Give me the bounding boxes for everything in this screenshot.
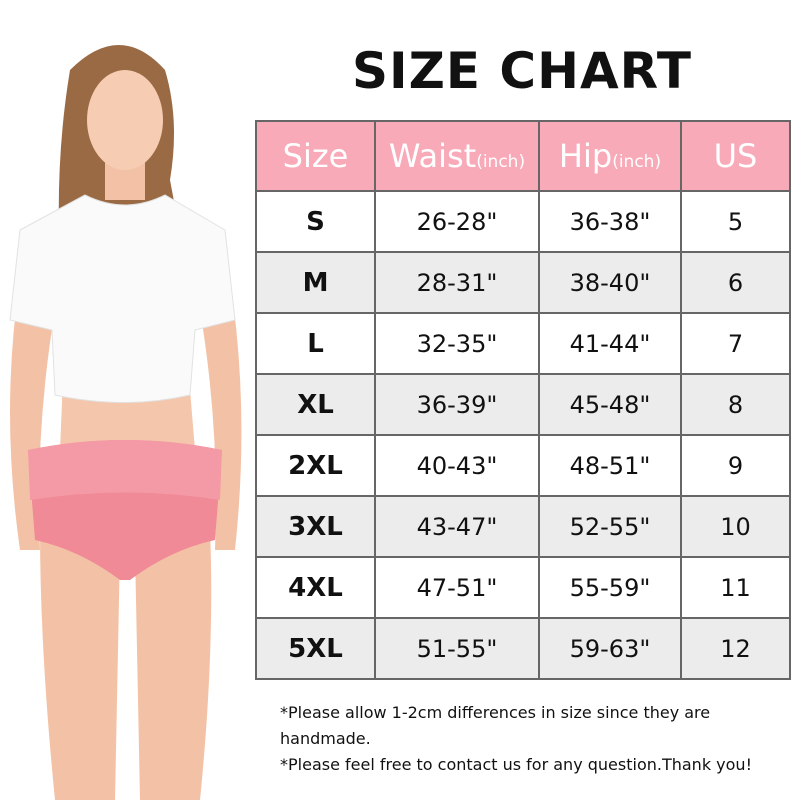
waistband xyxy=(28,440,222,500)
us-cell: 9 xyxy=(680,434,791,497)
us-cell: 10 xyxy=(680,495,791,558)
header-row: Size Waist(inch) Hip(inch) US xyxy=(255,120,791,192)
size-cell: 2XL xyxy=(255,434,376,497)
header-label: Size xyxy=(282,137,349,175)
table-row: 4XL 47-51" 55-59" 11 xyxy=(255,556,791,619)
us-cell: 7 xyxy=(680,312,791,375)
us-cell: 6 xyxy=(680,251,791,314)
us-cell: 5 xyxy=(680,190,791,253)
header-us: US xyxy=(680,120,791,192)
table-row: M 28-31" 38-40" 6 xyxy=(255,251,791,314)
hip-cell: 48-51" xyxy=(538,434,682,497)
size-cell: S xyxy=(255,190,376,253)
hip-cell: 55-59" xyxy=(538,556,682,619)
face xyxy=(87,70,163,170)
table-row: S 26-28" 36-38" 5 xyxy=(255,190,791,253)
header-hip: Hip(inch) xyxy=(538,120,682,192)
us-cell: 8 xyxy=(680,373,791,436)
note: *Please allow 1-2cm differences in size … xyxy=(280,703,711,748)
waist-cell: 47-51" xyxy=(374,556,540,619)
table-row: 2XL 40-43" 48-51" 9 xyxy=(255,434,791,497)
size-cell: L xyxy=(255,312,376,375)
waist-cell: 28-31" xyxy=(374,251,540,314)
waist-cell: 43-47" xyxy=(374,495,540,558)
table-row: 3XL 43-47" 52-55" 10 xyxy=(255,495,791,558)
header-label: US xyxy=(713,137,758,175)
waist-cell: 32-35" xyxy=(374,312,540,375)
size-cell: XL xyxy=(255,373,376,436)
header-size: Size xyxy=(255,120,376,192)
us-cell: 12 xyxy=(680,617,791,680)
waist-cell: 36-39" xyxy=(374,373,540,436)
size-cell: 4XL xyxy=(255,556,376,619)
header-waist: Waist(inch) xyxy=(374,120,540,192)
hip-cell: 52-55" xyxy=(538,495,682,558)
hip-cell: 59-63" xyxy=(538,617,682,680)
header-label: Waist xyxy=(388,137,477,175)
header-unit: (inch) xyxy=(476,152,526,172)
us-cell: 11 xyxy=(680,556,791,619)
size-cell: M xyxy=(255,251,376,314)
hip-cell: 41-44" xyxy=(538,312,682,375)
waist-cell: 51-55" xyxy=(374,617,540,680)
size-cell: 5XL xyxy=(255,617,376,680)
header-label: Hip xyxy=(558,137,613,175)
white-tshirt xyxy=(9,194,236,403)
legs xyxy=(40,530,212,800)
note: *Please feel free to contact us for any … xyxy=(280,755,752,774)
waist-cell: 40-43" xyxy=(374,434,540,497)
size-table: Size Waist(inch) Hip(inch) US S 26-28" 36-… xyxy=(255,120,791,680)
page-title: SIZE CHART xyxy=(351,42,693,100)
model-photo xyxy=(9,45,242,800)
table-row: XL 36-39" 45-48" 8 xyxy=(255,373,791,436)
table-row: 5XL 51-55" 59-63" 12 xyxy=(255,617,791,680)
footnotes: *Please allow 1-2cm differences in size … xyxy=(280,700,800,778)
waist-cell: 26-28" xyxy=(374,190,540,253)
hip-cell: 36-38" xyxy=(538,190,682,253)
size-cell: 3XL xyxy=(255,495,376,558)
table-row: L 32-35" 41-44" 7 xyxy=(255,312,791,375)
header-unit: (inch) xyxy=(612,152,662,172)
hip-cell: 45-48" xyxy=(538,373,682,436)
hip-cell: 38-40" xyxy=(538,251,682,314)
